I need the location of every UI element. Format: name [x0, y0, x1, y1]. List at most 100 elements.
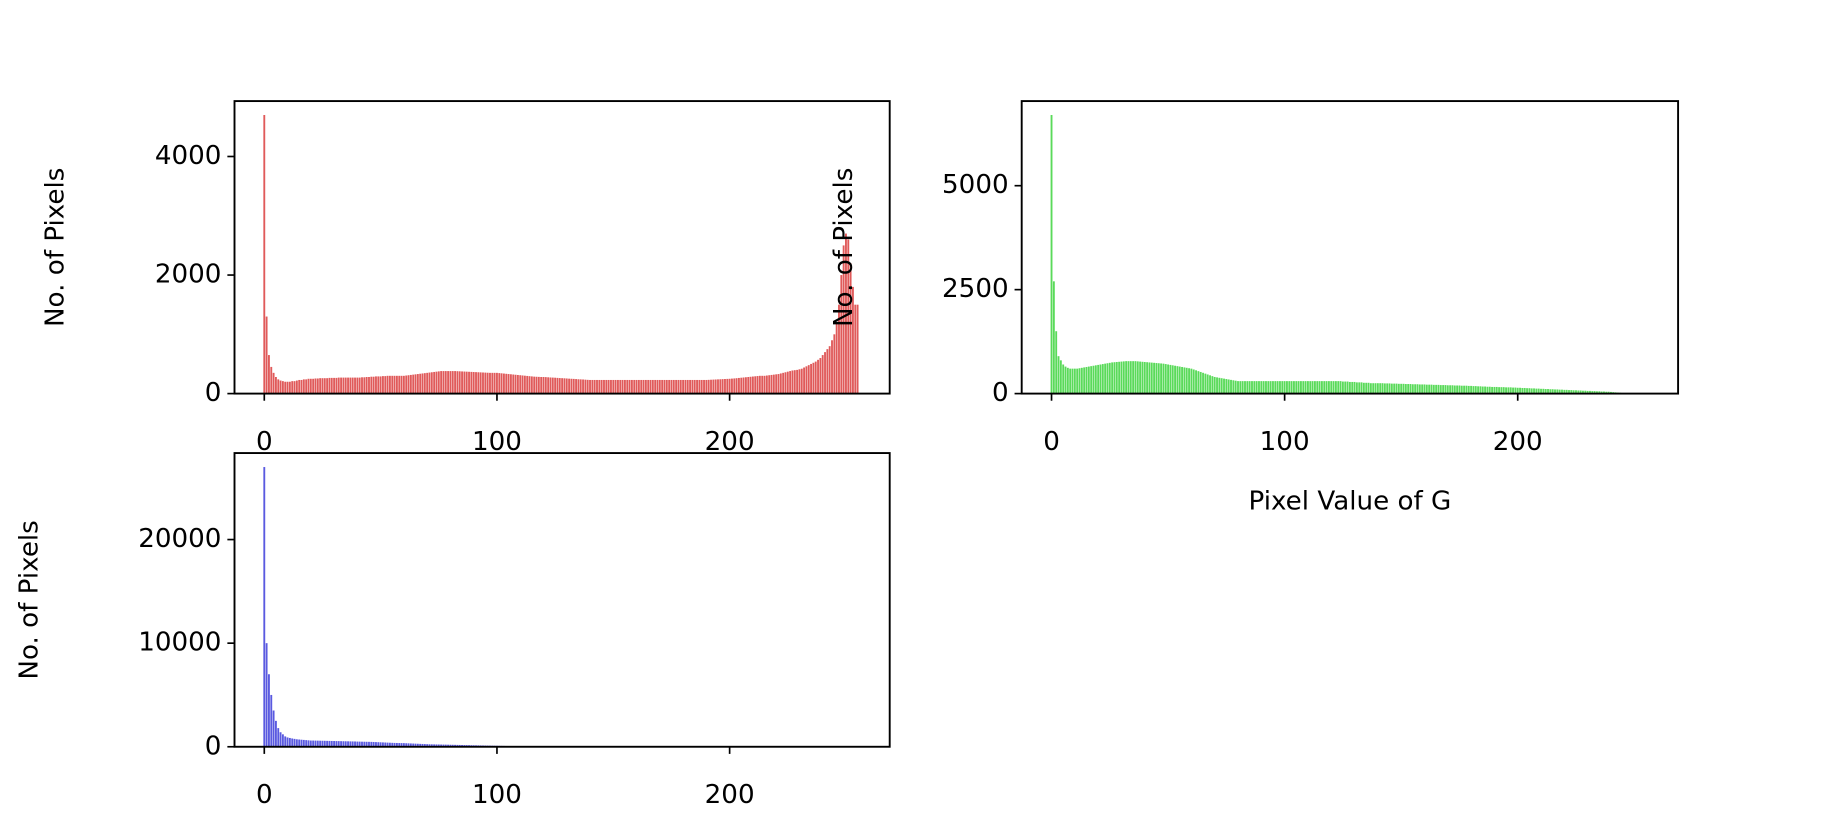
bar [1192, 369, 1195, 394]
bar [263, 467, 266, 747]
bar [377, 742, 380, 747]
bar [1393, 383, 1396, 394]
bar [1353, 381, 1356, 394]
bar [370, 376, 373, 394]
bar [1586, 390, 1589, 394]
bar [1418, 384, 1421, 394]
bar [305, 379, 308, 394]
bar [572, 378, 575, 394]
bar [365, 741, 368, 747]
bar [337, 741, 340, 747]
axes-frame [233, 452, 891, 748]
bar [1416, 384, 1419, 394]
bar [768, 375, 771, 394]
bar [1435, 384, 1438, 394]
x-tick-label: 100 [1260, 427, 1310, 457]
bar [358, 741, 361, 747]
bar [649, 379, 652, 394]
bar [523, 375, 526, 394]
bar [1085, 366, 1088, 394]
bar [1253, 381, 1256, 394]
bar [393, 742, 396, 747]
bar [519, 375, 522, 394]
bar [437, 744, 440, 747]
bar [1549, 389, 1552, 394]
bar [1460, 385, 1463, 394]
bar [1449, 385, 1452, 394]
bar [1090, 366, 1093, 394]
bar [328, 377, 331, 394]
bar [433, 371, 436, 394]
bar [444, 744, 447, 747]
bar [1360, 382, 1363, 394]
bar [633, 379, 636, 394]
bar [295, 739, 298, 747]
bar [416, 374, 419, 394]
bar [407, 743, 410, 747]
bar [598, 379, 601, 394]
bar [756, 376, 759, 394]
bar [272, 372, 275, 394]
bar [1050, 115, 1053, 394]
bar [321, 740, 324, 747]
bar [1346, 381, 1349, 394]
bar [565, 378, 568, 394]
bar [1516, 387, 1519, 394]
bar [593, 379, 596, 394]
bar [1542, 388, 1545, 394]
bar [461, 371, 463, 394]
bar [400, 375, 403, 394]
bar [770, 374, 773, 394]
bar [1297, 381, 1300, 394]
bar [409, 374, 412, 394]
bar [605, 379, 608, 394]
y-tick-label: 20000 [138, 524, 221, 554]
bar [847, 239, 850, 394]
bar [1479, 386, 1482, 394]
bar [312, 378, 315, 394]
bar [442, 371, 445, 394]
bar [368, 376, 370, 394]
bar [810, 363, 812, 394]
bar [1288, 381, 1291, 394]
bar [1481, 386, 1484, 394]
bar [270, 694, 273, 747]
bar [372, 741, 375, 747]
axes-background [234, 453, 890, 747]
bar [1286, 381, 1288, 394]
bar [644, 379, 647, 394]
bar [437, 371, 440, 394]
bar [321, 378, 324, 394]
x-tick-label: 100 [472, 780, 522, 810]
bar [484, 372, 487, 394]
bar [1059, 360, 1062, 394]
bar [1561, 389, 1563, 394]
bar [284, 736, 287, 747]
bar [1097, 364, 1100, 394]
bar [391, 375, 394, 394]
y-tick-label: 5000 [942, 170, 1009, 200]
bar [705, 379, 708, 394]
bar [1302, 381, 1305, 394]
bar [689, 379, 692, 394]
bar [423, 744, 426, 747]
bar [682, 379, 685, 394]
bar [293, 738, 296, 747]
bar [419, 373, 422, 394]
bar [330, 740, 333, 747]
bar [1467, 385, 1470, 394]
bar [402, 375, 405, 394]
bar [1537, 388, 1540, 394]
bar [1383, 383, 1386, 394]
bar [1155, 363, 1158, 394]
bar [447, 744, 450, 747]
bar [1484, 386, 1487, 394]
bar [1379, 383, 1382, 394]
bar [298, 739, 301, 747]
bar [672, 379, 675, 394]
bar [668, 379, 671, 394]
bar [1111, 362, 1114, 394]
bar [1351, 381, 1354, 394]
bar [1113, 362, 1116, 394]
bar [779, 373, 782, 394]
